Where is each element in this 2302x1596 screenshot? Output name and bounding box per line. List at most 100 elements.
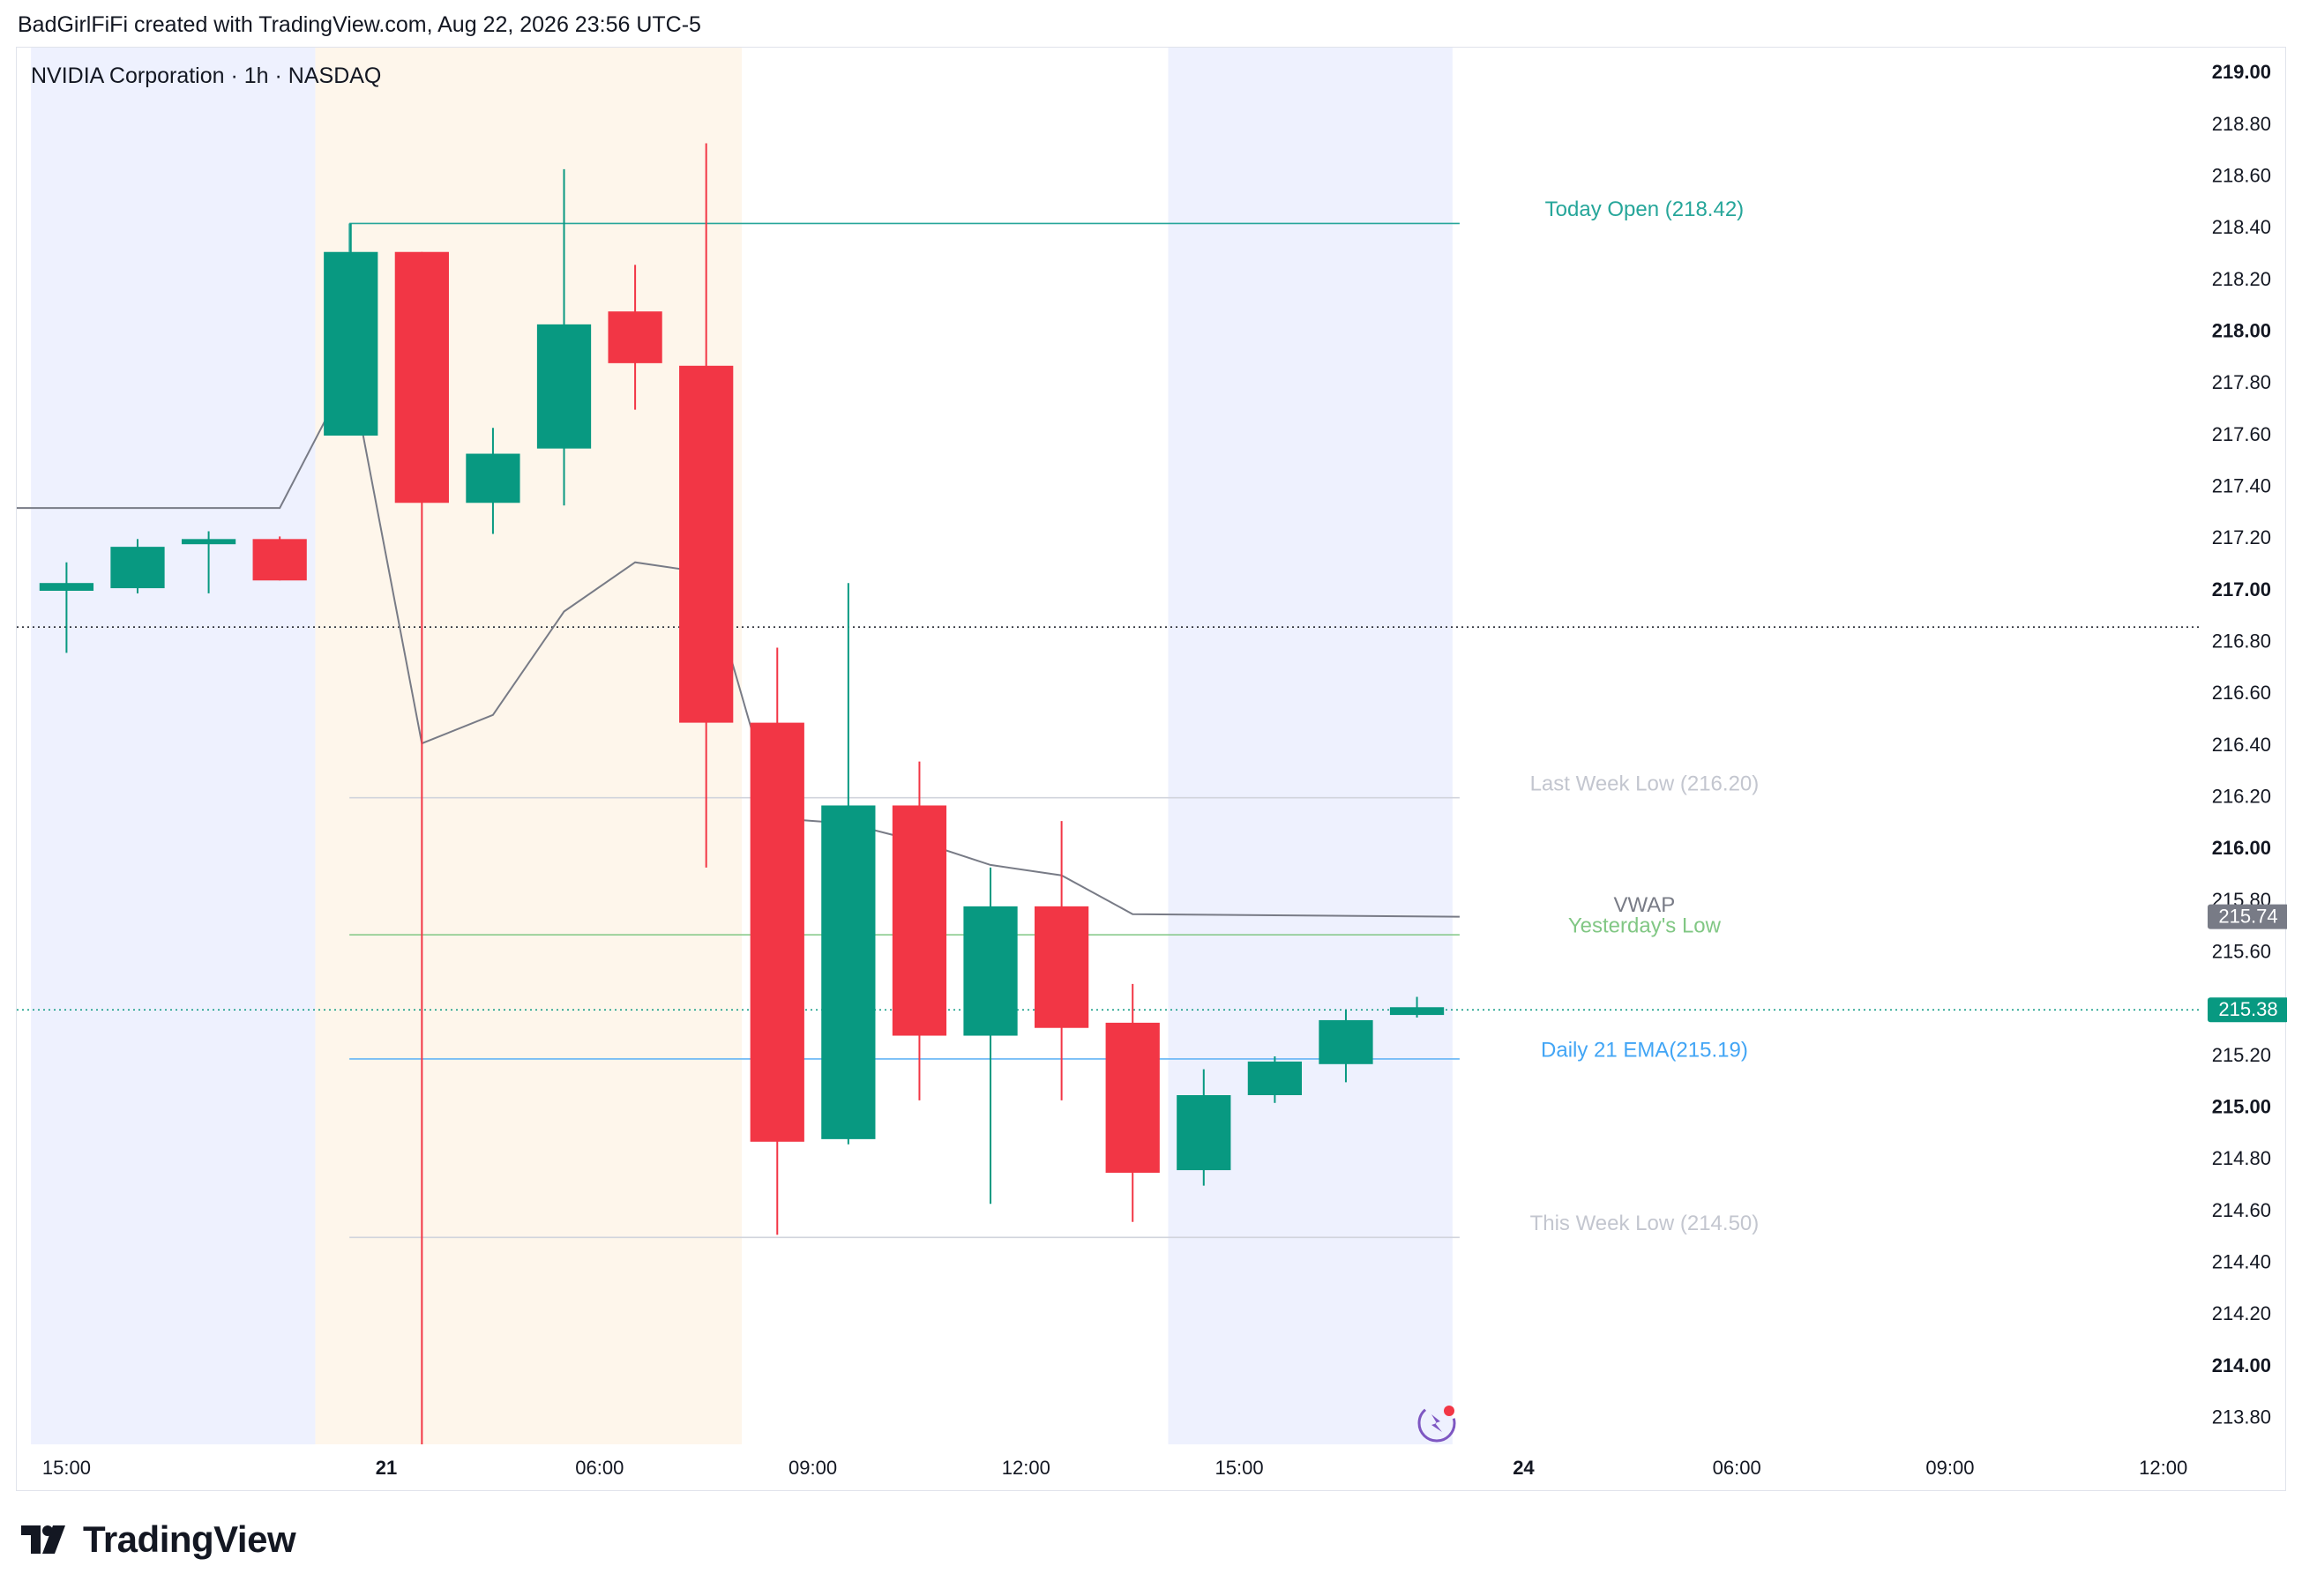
candle-body [394,251,449,503]
x-tick-label: 09:00 [1925,1457,1974,1479]
y-tick-label: 218.80 [2212,113,2271,135]
candle-body [1034,906,1089,1028]
y-tick-label: 218.20 [2212,268,2271,290]
candle-16[interactable] [1177,1069,1231,1186]
candle-body [252,539,307,581]
y-tick-label: 214.00 [2212,1354,2271,1376]
chart-frame[interactable]: Today Open (218.42) Last Week Low (216.20… [16,47,2287,1492]
tradingview-logo[interactable]: TradingView [21,1518,296,1561]
price-axis: 219.00 218.80 218.60 218.40 218.20 218.00 217.… [2208,61,2287,1428]
x-tick-label: 15:00 [42,1457,91,1479]
y-tick-label: 217.40 [2212,474,2271,496]
candle-2[interactable] [181,531,236,593]
replay-icon[interactable] [1417,1404,1456,1443]
y-tick-label: 214.80 [2212,1147,2271,1169]
tradingview-wordmark: TradingView [83,1518,296,1560]
daily-21-ema-label: Daily 21 EMA(215.19) [1541,1038,1748,1062]
x-tick-label: 15:00 [1215,1457,1264,1479]
candle-body [536,324,592,449]
candle-11[interactable] [821,583,876,1145]
candle-body [821,805,876,1139]
session-bg-extended [31,48,316,1444]
reference-lines [17,626,2199,1011]
y-tick-label: 219.00 [2212,61,2271,83]
y-tick-label: 218.60 [2212,164,2271,186]
candle-5[interactable] [394,251,449,1444]
candle-17[interactable] [1247,1056,1303,1103]
candle-15[interactable] [1105,983,1160,1222]
candle-body [892,805,947,1036]
candle-body [750,722,804,1142]
vwap-label: VWAP [1614,893,1676,917]
candle-body [1247,1061,1303,1095]
candle-body [1177,1095,1231,1171]
candle-18[interactable] [1319,1010,1373,1083]
y-tick-label: 215.60 [2212,940,2271,962]
y-tick-label: 216.80 [2212,630,2271,652]
candle-1[interactable] [110,539,165,593]
candle-body [1389,1007,1445,1016]
candle-10[interactable] [750,647,804,1235]
x-tick-label: 21 [376,1457,397,1479]
candle-9[interactable] [679,143,734,868]
y-tick-label: 216.60 [2212,682,2271,704]
session-bg-premarket [315,48,742,1444]
x-tick-label: 12:00 [1002,1457,1050,1479]
last-week-low-label: Last Week Low (216.20) [1530,772,1760,795]
candle-body [1319,1019,1373,1064]
y-tick-label: 216.00 [2212,837,2271,859]
y-tick-label: 215.00 [2212,1095,2271,1117]
y-tick-label: 216.40 [2212,734,2271,756]
y-tick-label: 216.20 [2212,785,2271,807]
candle-body [1105,1022,1160,1173]
candle-6[interactable] [466,428,520,534]
candle-body [466,453,520,503]
candle-19[interactable] [1389,996,1445,1018]
y-tick-label: 217.80 [2212,371,2271,393]
session-bg-extended [1168,48,1453,1444]
header-caption: BadGirlFiFi created with TradingView.com… [18,12,701,37]
last-price-value: 215.38 [2218,998,2277,1020]
y-tick-label: 218.40 [2212,216,2271,238]
x-tick-label: 06:00 [1713,1457,1761,1479]
time-axis: 15:00 21 06:00 09:00 12:00 15:00 24 06:00 09:00 1… [42,1457,2187,1479]
vwap-price-value: 215.74 [2218,905,2277,927]
y-tick-label: 218.00 [2212,319,2271,341]
candle-0[interactable] [39,562,94,653]
candle-4[interactable] [324,223,378,436]
candle-body [181,539,236,545]
candles-layer [39,143,1445,1444]
vwap-price-badge [2208,904,2287,929]
candle-body [324,251,378,436]
tradingview-logo-icon [21,1525,65,1554]
today-open-label: Today Open (218.42) [1545,198,1744,221]
session-backgrounds [31,48,1453,1444]
candle-body [39,583,94,591]
y-tick-label: 214.40 [2212,1250,2271,1272]
candle-body [608,311,662,363]
candle-body [110,547,165,589]
yesterdays-low-label: Yesterday's Low [1568,914,1722,938]
x-tick-label: 09:00 [789,1457,837,1479]
y-tick-label: 217.00 [2212,578,2271,600]
level-labels: Today Open (218.42) Last Week Low (216.20… [1530,198,1760,1235]
chart-title: NVIDIA Corporation · 1h · NASDAQ [31,63,381,88]
candle-7[interactable] [536,168,592,506]
y-tick-label: 217.20 [2212,526,2271,548]
x-tick-label: 24 [1513,1457,1535,1479]
candle-13[interactable] [963,867,1018,1204]
this-week-low-label: This Week Low (214.50) [1530,1212,1760,1235]
candle-3[interactable] [252,536,307,581]
y-tick-label: 214.20 [2212,1302,2271,1324]
candle-12[interactable] [892,761,947,1100]
last-price-badge [2208,997,2287,1023]
candle-14[interactable] [1034,821,1089,1100]
x-tick-label: 06:00 [575,1457,624,1479]
y-tick-label: 213.80 [2212,1406,2271,1428]
y-tick-label: 214.60 [2212,1199,2271,1221]
y-tick-label: 215.20 [2212,1044,2271,1066]
candle-8[interactable] [608,265,662,410]
candlestick-chart[interactable]: Today Open (218.42) Last Week Low (216.20… [17,48,2287,1492]
candle-body [679,365,734,723]
x-tick-label: 12:00 [2139,1457,2187,1479]
